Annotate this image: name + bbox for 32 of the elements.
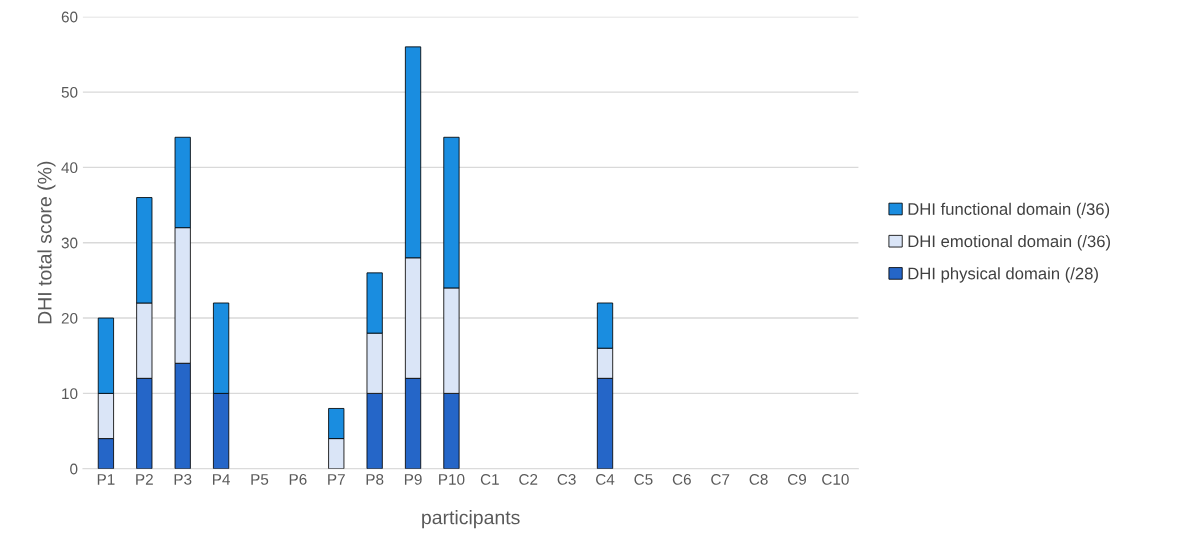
- y-tick-label: 10: [62, 388, 78, 400]
- legend-label: DHI emotional domain (/36): [908, 234, 1110, 251]
- x-tick-label: P7: [328, 474, 345, 485]
- y-tick-label: 30: [61, 237, 78, 249]
- x-tick-label: C2: [519, 473, 538, 485]
- x-tick-label: C6: [672, 473, 691, 485]
- legend-label: DHI physical domain (/28): [908, 267, 1098, 283]
- y-tick-label: 60: [61, 11, 78, 23]
- x-tick-label: C9: [787, 473, 807, 485]
- x-tick-label: P2: [136, 473, 153, 485]
- y-axis-title: DHI total score (%): [37, 161, 56, 324]
- x-tick-label: P10: [439, 473, 465, 485]
- y-tick-label: 20: [61, 312, 78, 324]
- x-tick-label: P9: [404, 473, 422, 485]
- x-tick-label: P8: [366, 473, 384, 485]
- x-tick-label: C4: [596, 473, 615, 485]
- x-tick-label: P3: [174, 473, 192, 485]
- y-tick-label: 0: [70, 463, 78, 475]
- y-tick-label: 50: [61, 86, 78, 98]
- x-tick-label: C1: [480, 473, 499, 485]
- x-axis-title: participants: [422, 510, 520, 529]
- x-tick-label: C7: [711, 473, 730, 485]
- y-tick-label: 40: [61, 162, 78, 174]
- x-tick-label: P6: [289, 473, 307, 485]
- legend-label: DHI functional domain (/36): [908, 202, 1110, 219]
- x-tick-label: C8: [749, 473, 768, 485]
- x-tick-label: C5: [634, 473, 653, 485]
- x-tick-label: C10: [822, 473, 849, 485]
- x-tick-label: P4: [213, 474, 230, 485]
- x-tick-label: P1: [97, 474, 115, 485]
- x-tick-label: P5: [251, 474, 269, 485]
- x-tick-label: C3: [557, 473, 576, 485]
